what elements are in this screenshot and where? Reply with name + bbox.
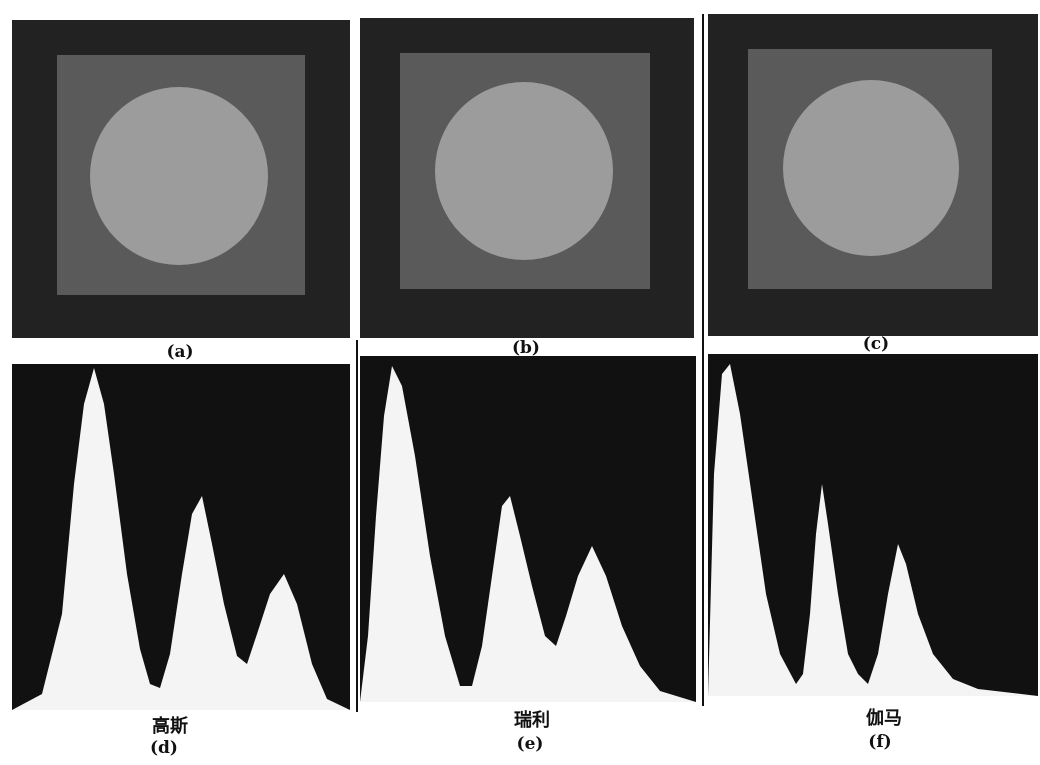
- panel-label-b: (b): [512, 338, 540, 358]
- column-divider: [702, 14, 704, 706]
- panel-label-c: (c): [862, 334, 890, 354]
- image-panel-a: [12, 20, 350, 338]
- gamma-histogram-area: [708, 364, 1038, 696]
- gaussian-histogram-area: [12, 368, 350, 710]
- histogram-gamma-svg: [708, 354, 1038, 696]
- histogram-gaussian: [12, 364, 350, 710]
- column-divider: [356, 340, 358, 712]
- panel-label-e: (e): [516, 734, 544, 754]
- histogram-title-gaussian: 高斯: [152, 716, 188, 737]
- image-panel-b: [360, 18, 694, 338]
- rayleigh-histogram-area: [360, 366, 696, 702]
- bright-circle: [90, 87, 268, 265]
- histogram-gaussian-svg: [12, 364, 350, 710]
- histogram-gamma: [708, 354, 1038, 696]
- panel-label-f: (f): [868, 732, 892, 752]
- histogram-rayleigh-svg: [360, 356, 696, 702]
- bright-circle: [435, 82, 613, 260]
- panel-label-a: (a): [166, 342, 194, 362]
- bright-circle: [783, 80, 959, 256]
- histogram-title-rayleigh: 瑞利: [514, 710, 550, 731]
- image-panel-c: [708, 14, 1038, 336]
- histogram-rayleigh: [360, 356, 696, 702]
- histogram-title-gamma: 伽马: [866, 708, 902, 729]
- panel-label-d: (d): [150, 738, 178, 758]
